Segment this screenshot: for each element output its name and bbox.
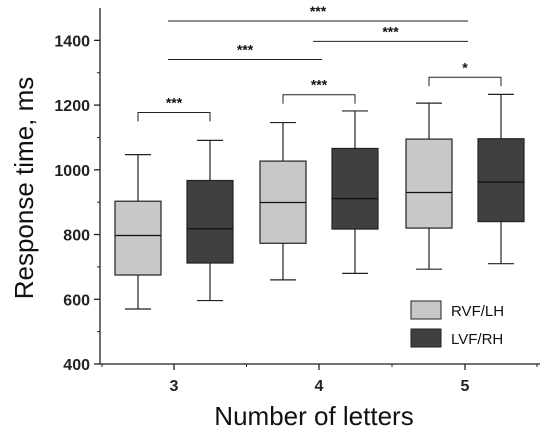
y-axis-label: Response time, ms [9, 77, 39, 300]
y-tick-label: 400 [63, 357, 90, 374]
iqr-box [114, 200, 162, 276]
x-tick-label: 3 [170, 378, 179, 395]
y-tick-label: 800 [63, 228, 90, 245]
significance-label: *** [166, 95, 183, 111]
significance-bracket [282, 94, 356, 104]
significance-label: *** [311, 77, 328, 93]
significance-marker: * [428, 59, 502, 87]
iqr-box [186, 179, 234, 264]
box-lvf-rh-5 [477, 93, 525, 265]
box-rvf-lh-5 [405, 102, 453, 270]
box-rvf-lh-3 [114, 154, 162, 310]
significance-label: *** [237, 41, 254, 57]
x-tick-label: 5 [461, 378, 470, 395]
legend-swatch [410, 328, 442, 348]
legend-label: RVF/LH [451, 303, 504, 320]
box-lvf-rh-3 [186, 139, 234, 302]
x-axis-label: Number of letters [214, 401, 413, 431]
x-tick-label: 4 [315, 378, 324, 395]
legend-swatch [410, 300, 442, 320]
significance-marker: *** [313, 23, 468, 42]
legend-label: LVF/RH [451, 331, 503, 348]
legend-entry-rvf-lh: RVF/LH [410, 300, 504, 320]
significance-bracket [137, 112, 211, 122]
significance-label: *** [382, 23, 399, 39]
iqr-box [331, 147, 379, 230]
box-lvf-rh-4 [331, 110, 379, 274]
iqr-box [477, 138, 525, 223]
significance-label: *** [310, 3, 327, 19]
y-tick-label: 1000 [54, 163, 90, 180]
y-tick-label: 600 [63, 292, 90, 309]
axes: 400 600 800 1000 1200 1400 3 4 5 [54, 8, 540, 395]
significance-marker: *** [168, 41, 322, 60]
legend-entry-lvf-rh: LVF/RH [410, 328, 503, 348]
significance-label: * [462, 59, 468, 75]
iqr-box [405, 138, 453, 229]
significance-marker: *** [168, 3, 468, 22]
significance-marker: *** [137, 95, 211, 122]
y-tick-label: 1200 [54, 98, 90, 115]
significance-markers: **************** [137, 3, 502, 122]
significance-bracket [428, 76, 502, 87]
significance-marker: *** [282, 77, 356, 104]
y-tick-label: 1400 [54, 33, 90, 50]
box-rvf-lh-4 [259, 121, 307, 281]
box-plot-series [114, 93, 525, 310]
legend: RVF/LH LVF/RH [410, 300, 504, 348]
